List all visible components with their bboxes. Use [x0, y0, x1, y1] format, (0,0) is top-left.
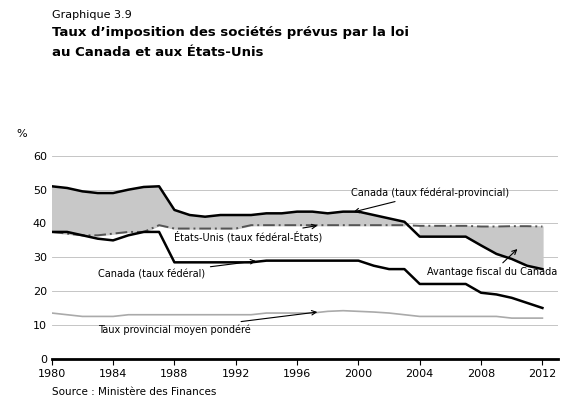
- Text: Canada (taux fédéral-provincial): Canada (taux fédéral-provincial): [351, 188, 509, 213]
- Text: Graphique 3.9: Graphique 3.9: [52, 10, 132, 20]
- Text: Avantage fiscal du Canada: Avantage fiscal du Canada: [427, 250, 558, 278]
- Text: États-Unis (taux fédéral-États): États-Unis (taux fédéral-États): [174, 224, 323, 243]
- Text: %: %: [16, 129, 27, 139]
- Text: Taux provincial moyen pondéré: Taux provincial moyen pondéré: [98, 311, 316, 335]
- Text: au Canada et aux États-Unis: au Canada et aux États-Unis: [52, 46, 263, 59]
- Text: Source : Ministère des Finances: Source : Ministère des Finances: [52, 387, 216, 397]
- Text: Canada (taux fédéral): Canada (taux fédéral): [98, 260, 255, 279]
- Text: Taux d’imposition des sociétés prévus par la loi: Taux d’imposition des sociétés prévus pa…: [52, 26, 409, 39]
